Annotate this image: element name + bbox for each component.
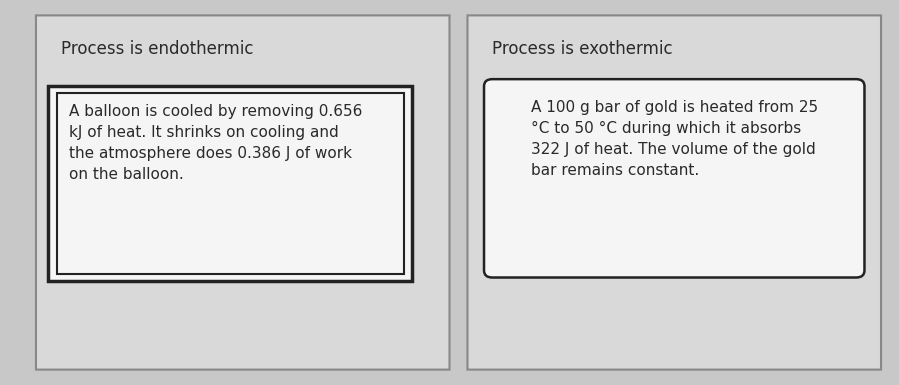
FancyBboxPatch shape (467, 15, 881, 370)
FancyBboxPatch shape (484, 79, 865, 278)
Text: A 100 g bar of gold is heated from 25
°C to 50 °C during which it absorbs
322 J : A 100 g bar of gold is heated from 25 °C… (530, 100, 818, 178)
Text: A balloon is cooled by removing 0.656
kJ of heat. It shrinks on cooling and
the : A balloon is cooled by removing 0.656 kJ… (69, 104, 362, 182)
FancyBboxPatch shape (49, 86, 413, 281)
FancyBboxPatch shape (36, 15, 450, 370)
Text: Process is exothermic: Process is exothermic (493, 40, 673, 58)
Text: Process is endothermic: Process is endothermic (61, 40, 254, 58)
